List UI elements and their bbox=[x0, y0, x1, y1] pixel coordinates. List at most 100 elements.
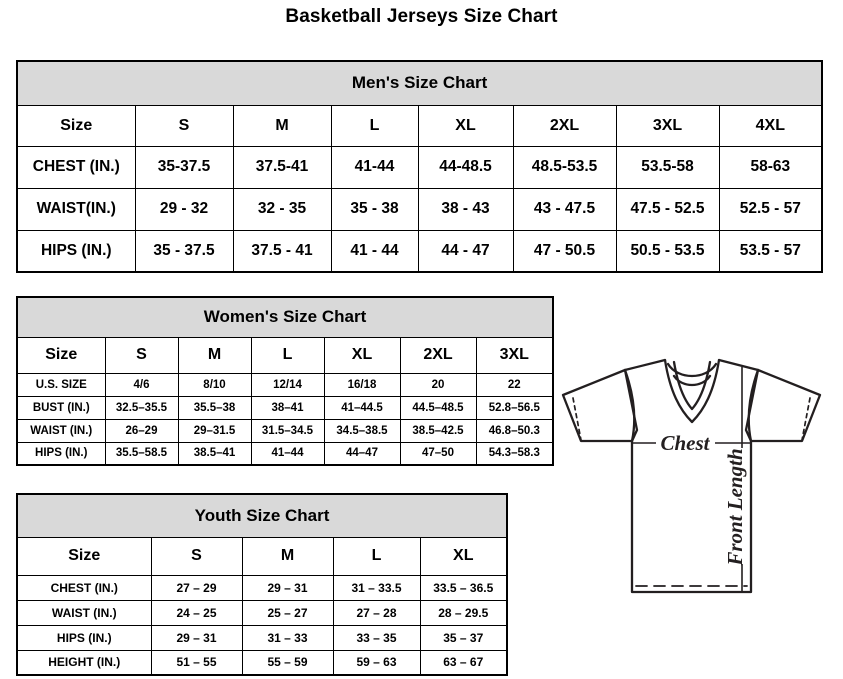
left-shoulder-seam bbox=[623, 368, 636, 443]
row-label: BUST (IN.) bbox=[16, 395, 106, 420]
youth-header-row: Size S M L XL bbox=[16, 536, 508, 576]
mens-caption-row: Men's Size Chart bbox=[16, 60, 823, 106]
table-cell: 47–50 bbox=[399, 441, 477, 466]
table-cell: 28 – 29.5 bbox=[419, 599, 508, 626]
table-cell: 22 bbox=[475, 372, 554, 397]
collar-rib-arc-2 bbox=[672, 374, 712, 387]
row-label: CHEST (IN.) bbox=[16, 574, 152, 601]
table-row: HIPS (IN.) 29 – 31 31 – 33 33 – 35 35 – … bbox=[16, 624, 508, 651]
womens-column-header: Size bbox=[16, 336, 106, 374]
mens-column-header: 2XL bbox=[512, 104, 617, 147]
jersey-body-shape bbox=[630, 439, 753, 594]
collar-outer-v bbox=[663, 358, 721, 424]
table-cell: 48.5-53.5 bbox=[512, 145, 617, 189]
left-shoulder-top bbox=[623, 358, 667, 372]
table-cell: 29 – 31 bbox=[241, 574, 334, 601]
table-row: CHEST (IN.) 35-37.5 37.5-41 41-44 44-48.… bbox=[16, 145, 823, 189]
table-cell: 27 – 29 bbox=[150, 574, 243, 601]
front-length-dimension-label: Front Length bbox=[723, 448, 747, 566]
table-cell: 4/6 bbox=[104, 372, 179, 397]
table-cell: 63 – 67 bbox=[419, 649, 508, 676]
right-sleeve-shape bbox=[744, 368, 822, 443]
table-row: WAIST (IN.) 26–29 29–31.5 31.5–34.5 34.5… bbox=[16, 418, 554, 443]
table-cell: 53.5-58 bbox=[615, 145, 720, 189]
row-label: HIPS (IN.) bbox=[16, 229, 136, 273]
womens-header-row: Size S M L XL 2XL 3XL bbox=[16, 336, 554, 374]
table-cell: 58-63 bbox=[718, 145, 823, 189]
table-cell: 44-48.5 bbox=[417, 145, 514, 189]
mens-chart-caption: Men's Size Chart bbox=[16, 60, 823, 106]
row-label: HIPS (IN.) bbox=[16, 441, 106, 466]
page-title: Basketball Jerseys Size Chart bbox=[285, 6, 558, 27]
youth-caption-row: Youth Size Chart bbox=[16, 493, 508, 538]
mens-size-chart-table: Men's Size Chart Size S M L XL 2XL 3XL 4… bbox=[16, 60, 824, 273]
table-cell: 44–47 bbox=[323, 441, 401, 466]
chest-dimension-label: Chest bbox=[660, 431, 710, 455]
youth-chart-caption: Youth Size Chart bbox=[16, 493, 508, 538]
mens-column-header: 4XL bbox=[718, 104, 823, 147]
youth-column-header: L bbox=[332, 536, 421, 576]
table-cell: 26–29 bbox=[104, 418, 179, 443]
youth-column-header: M bbox=[241, 536, 334, 576]
collar-rib-arc-1 bbox=[666, 362, 718, 378]
table-cell: 44.5–48.5 bbox=[399, 395, 477, 420]
table-cell: 38.5–41 bbox=[177, 441, 252, 466]
jersey-illustration: Chest Front Length bbox=[561, 358, 822, 594]
table-cell: 29–31.5 bbox=[177, 418, 252, 443]
table-cell: 25 – 27 bbox=[241, 599, 334, 626]
table-cell: 31.5–34.5 bbox=[250, 418, 325, 443]
table-cell: 46.8–50.3 bbox=[475, 418, 554, 443]
table-cell: 47 - 50.5 bbox=[512, 229, 617, 273]
table-cell: 32 - 35 bbox=[232, 187, 332, 231]
table-cell: 51 – 55 bbox=[150, 649, 243, 676]
womens-chart-caption: Women's Size Chart bbox=[16, 296, 554, 338]
youth-column-header: Size bbox=[16, 536, 152, 576]
row-label: CHEST (IN.) bbox=[16, 145, 136, 189]
table-cell: 41–44 bbox=[250, 441, 325, 466]
table-cell: 37.5 - 41 bbox=[232, 229, 332, 273]
table-cell: 29 - 32 bbox=[134, 187, 234, 231]
row-label: WAIST(IN.) bbox=[16, 187, 136, 231]
table-cell: 52.8–56.5 bbox=[475, 395, 554, 420]
table-cell: 33.5 – 36.5 bbox=[419, 574, 508, 601]
table-cell: 38–41 bbox=[250, 395, 325, 420]
table-cell: 41–44.5 bbox=[323, 395, 401, 420]
left-sleeve-shape bbox=[561, 368, 639, 443]
mens-column-header: XL bbox=[417, 104, 514, 147]
table-cell: 12/14 bbox=[250, 372, 325, 397]
jersey-measurement-diagram: Chest Front Length bbox=[552, 352, 843, 642]
row-label: WAIST (IN.) bbox=[16, 599, 152, 626]
table-cell: 27 – 28 bbox=[332, 599, 421, 626]
table-cell: 34.5–38.5 bbox=[323, 418, 401, 443]
table-cell: 53.5 - 57 bbox=[718, 229, 823, 273]
table-row: WAIST(IN.) 29 - 32 32 - 35 35 - 38 38 - … bbox=[16, 187, 823, 231]
womens-caption-row: Women's Size Chart bbox=[16, 296, 554, 338]
womens-column-header: XL bbox=[323, 336, 401, 374]
table-cell: 41 - 44 bbox=[330, 229, 419, 273]
table-row: CHEST (IN.) 27 – 29 29 – 31 31 – 33.5 33… bbox=[16, 574, 508, 601]
table-cell: 43 - 47.5 bbox=[512, 187, 617, 231]
table-cell: 35 – 37 bbox=[419, 624, 508, 651]
table-row: HIPS (IN.) 35.5–58.5 38.5–41 41–44 44–47… bbox=[16, 441, 554, 466]
table-cell: 37.5-41 bbox=[232, 145, 332, 189]
table-cell: 24 – 25 bbox=[150, 599, 243, 626]
mens-column-header: L bbox=[330, 104, 419, 147]
table-cell: 8/10 bbox=[177, 372, 252, 397]
table-cell: 41-44 bbox=[330, 145, 419, 189]
mens-column-header: 3XL bbox=[615, 104, 720, 147]
table-cell: 47.5 - 52.5 bbox=[615, 187, 720, 231]
mens-column-header: Size bbox=[16, 104, 136, 147]
row-label: HEIGHT (IN.) bbox=[16, 649, 152, 676]
right-shoulder-seam bbox=[747, 368, 760, 443]
row-label: WAIST (IN.) bbox=[16, 418, 106, 443]
table-cell: 20 bbox=[399, 372, 477, 397]
youth-column-header: S bbox=[150, 536, 243, 576]
table-cell: 50.5 - 53.5 bbox=[615, 229, 720, 273]
table-cell: 31 – 33 bbox=[241, 624, 334, 651]
table-cell: 38.5–42.5 bbox=[399, 418, 477, 443]
table-cell: 16/18 bbox=[323, 372, 401, 397]
table-row: WAIST (IN.) 24 – 25 25 – 27 27 – 28 28 –… bbox=[16, 599, 508, 626]
youth-size-chart-table: Youth Size Chart Size S M L XL CHEST (IN… bbox=[16, 493, 509, 676]
table-row: U.S. SIZE 4/6 8/10 12/14 16/18 20 22 bbox=[16, 372, 554, 397]
right-cuff-dash bbox=[801, 397, 811, 441]
